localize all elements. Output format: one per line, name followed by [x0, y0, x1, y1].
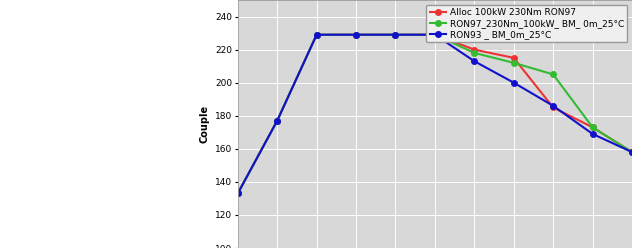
RON93 _ BM_0m_25°C: [589, 132, 597, 135]
Y-axis label: Couple: Couple: [200, 105, 209, 143]
Legend: Alloc 100kW 230Nm RON97, RON97_230Nm_100kW_ BM_ 0m_25°C, RON93 _ BM_0m_25°C: Alloc 100kW 230Nm RON97, RON97_230Nm_100…: [426, 4, 628, 42]
RON93 _ BM_0m_25°C: [392, 33, 399, 36]
Alloc 100kW 230Nm RON97: [470, 48, 478, 51]
Line: Alloc 100kW 230Nm RON97: Alloc 100kW 230Nm RON97: [235, 32, 632, 196]
RON93 _ BM_0m_25°C: [549, 104, 557, 107]
RON93 _ BM_0m_25°C: [431, 33, 439, 36]
Alloc 100kW 230Nm RON97: [431, 33, 439, 36]
Alloc 100kW 230Nm RON97: [234, 192, 241, 195]
RON97_230Nm_100kW_ BM_ 0m_25°C: [628, 151, 632, 154]
Alloc 100kW 230Nm RON97: [589, 126, 597, 129]
RON97_230Nm_100kW_ BM_ 0m_25°C: [510, 61, 518, 64]
RON93 _ BM_0m_25°C: [352, 33, 360, 36]
RON97_230Nm_100kW_ BM_ 0m_25°C: [431, 33, 439, 36]
RON93 _ BM_0m_25°C: [234, 192, 241, 195]
RON97_230Nm_100kW_ BM_ 0m_25°C: [313, 33, 320, 36]
Alloc 100kW 230Nm RON97: [352, 33, 360, 36]
RON93 _ BM_0m_25°C: [628, 151, 632, 154]
RON97_230Nm_100kW_ BM_ 0m_25°C: [470, 51, 478, 54]
RON97_230Nm_100kW_ BM_ 0m_25°C: [352, 33, 360, 36]
RON97_230Nm_100kW_ BM_ 0m_25°C: [549, 73, 557, 76]
Line: RON93 _ BM_0m_25°C: RON93 _ BM_0m_25°C: [235, 32, 632, 196]
RON97_230Nm_100kW_ BM_ 0m_25°C: [274, 119, 281, 122]
Alloc 100kW 230Nm RON97: [549, 106, 557, 109]
RON93 _ BM_0m_25°C: [510, 81, 518, 84]
Alloc 100kW 230Nm RON97: [510, 56, 518, 59]
Alloc 100kW 230Nm RON97: [274, 119, 281, 122]
RON97_230Nm_100kW_ BM_ 0m_25°C: [589, 126, 597, 129]
Line: RON97_230Nm_100kW_ BM_ 0m_25°C: RON97_230Nm_100kW_ BM_ 0m_25°C: [235, 32, 632, 196]
RON93 _ BM_0m_25°C: [313, 33, 320, 36]
Alloc 100kW 230Nm RON97: [628, 151, 632, 154]
Alloc 100kW 230Nm RON97: [313, 33, 320, 36]
RON93 _ BM_0m_25°C: [274, 119, 281, 122]
RON93 _ BM_0m_25°C: [470, 60, 478, 63]
Alloc 100kW 230Nm RON97: [392, 33, 399, 36]
RON97_230Nm_100kW_ BM_ 0m_25°C: [234, 192, 241, 195]
RON97_230Nm_100kW_ BM_ 0m_25°C: [392, 33, 399, 36]
